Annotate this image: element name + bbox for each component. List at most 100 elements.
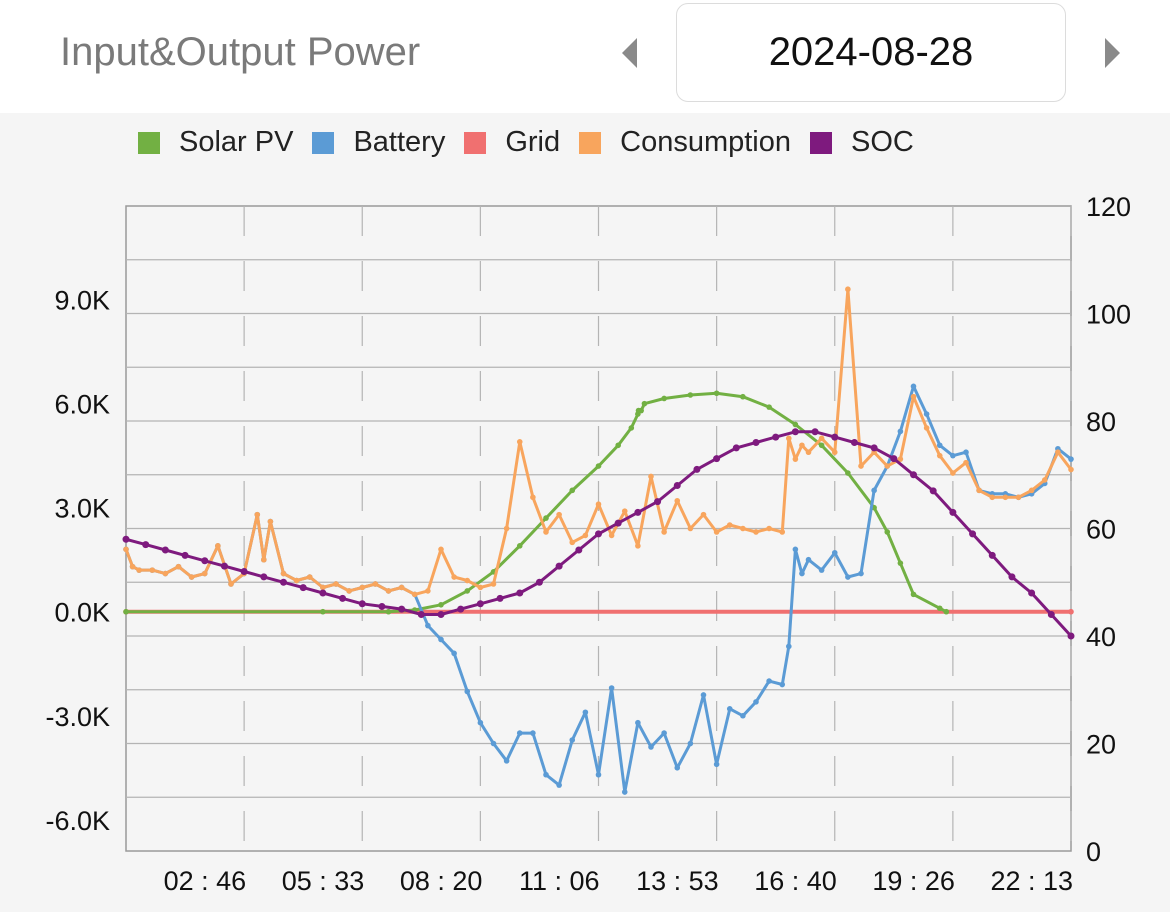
data-point-soc [122,535,130,543]
data-point-soc [1047,611,1055,618]
data-point-soc [791,428,799,436]
data-point-consumption [858,463,864,469]
data-point-consumption [136,567,142,573]
x-tick-label: 08 : 20 [400,866,483,896]
data-point-soc [811,428,819,436]
data-point-consumption [582,532,589,539]
data-point-consumption [963,459,969,466]
data-point-consumption [648,473,654,480]
data-point-consumption [261,556,267,563]
data-point-battery [831,549,838,556]
data-point-consumption [293,577,300,584]
data-point-consumption [687,525,694,532]
legend-item-soc[interactable]: SOC [810,126,914,159]
data-point-solar-pv [766,404,772,410]
y-right-tick-label: 0 [1086,837,1101,867]
data-point-soc [457,605,465,613]
legend-label-battery: Battery [353,126,446,158]
data-point-consumption [936,452,943,459]
data-point-consumption [621,508,628,514]
data-point-consumption [254,511,261,518]
data-point-battery [792,546,799,553]
data-point-solar-pv [595,463,602,469]
data-point-battery [799,570,805,577]
y-left-tick-label: 3.0K [54,494,110,524]
data-point-consumption [1028,487,1035,494]
data-point-consumption [818,435,825,442]
data-point-consumption [1041,477,1048,483]
data-point-solar-pv [818,442,825,449]
legend-item-consumption[interactable]: Consumption [579,126,791,159]
data-point-consumption [740,525,746,532]
data-point-battery [516,730,523,736]
data-point-battery [963,449,969,456]
data-point-consumption [129,563,136,570]
data-point-consumption [438,546,444,553]
data-point-battery [845,574,851,580]
data-point-consumption [635,543,641,549]
data-point-solar-pv [641,400,648,407]
data-point-soc [831,433,839,441]
data-point-solar-pv [910,591,917,598]
data-point-battery [635,719,641,726]
data-point-solar-pv [615,442,621,449]
data-point-soc [240,568,248,575]
data-point-consumption [451,574,457,580]
data-point-soc [614,519,622,527]
legend-item-solar[interactable]: Solar PV [138,126,293,159]
data-point-battery [621,789,628,795]
data-point-consumption [425,588,431,594]
y-left-tick-label: -3.0K [45,702,110,732]
data-point-battery [595,771,602,778]
data-point-soc [319,589,327,597]
legend-item-battery[interactable]: Battery [312,126,445,159]
data-point-consumption [149,567,156,573]
data-point-solar-pv [740,393,746,400]
data-point-soc [1028,589,1036,597]
data-point-battery [910,383,917,390]
data-point-consumption [175,563,182,570]
data-point-soc [260,573,268,581]
data-point-battery [661,730,667,736]
data-point-consumption [786,435,792,442]
data-point-consumption [1068,466,1074,473]
legend-swatch-battery [312,131,335,154]
data-point-solar-pv [792,421,799,428]
data-point-consumption [713,529,720,535]
chevron-right-icon[interactable] [1105,38,1120,68]
y-right-tick-label: 80 [1086,407,1116,437]
data-point-consumption [897,456,904,462]
data-point-soc [910,471,917,479]
data-point-consumption [464,577,471,584]
data-point-solar-pv [884,529,891,535]
x-tick-label: 11 : 06 [519,866,600,896]
y-right-tick-label: 60 [1086,515,1116,545]
data-point-consumption [503,525,510,532]
chevron-left-icon[interactable] [622,38,637,68]
data-point-grid [1068,608,1074,615]
data-point-consumption [543,529,549,535]
data-point-consumption [477,584,484,591]
data-point-soc [280,578,287,586]
data-point-consumption [215,543,221,549]
data-point-consumption [280,570,287,577]
data-point-soc [358,600,366,608]
data-point-soc [732,444,740,452]
data-point-battery [556,782,562,788]
y-right-tick-label: 100 [1086,300,1131,330]
data-point-battery [740,712,746,719]
data-point-battery [648,744,654,750]
data-point-consumption [372,581,379,587]
data-point-battery [936,442,943,449]
date-selector[interactable]: 2024-08-28 [676,3,1066,102]
data-point-solar-pv [713,390,720,397]
data-point-consumption [333,581,339,587]
legend-swatch-soc [810,131,832,154]
data-point-battery [700,692,707,698]
legend-item-grid[interactable]: Grid [464,126,560,159]
data-point-battery [464,688,471,695]
data-point-consumption [595,501,602,508]
data-point-battery [687,740,694,747]
data-point-consumption [831,449,838,456]
data-point-battery [726,706,733,712]
